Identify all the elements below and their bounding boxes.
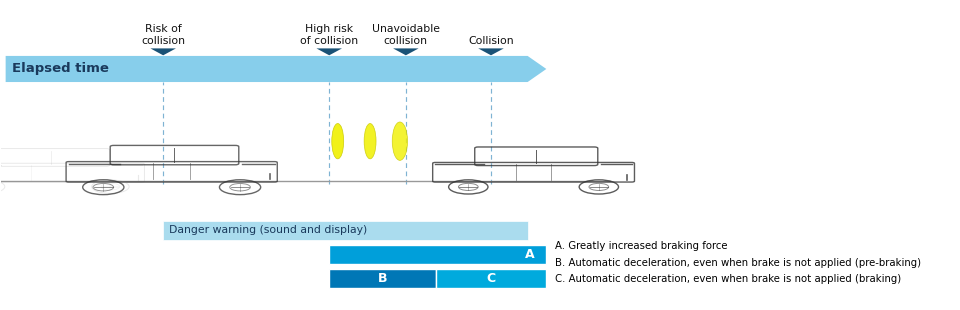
Bar [329, 269, 436, 288]
Polygon shape [6, 56, 546, 82]
Text: Unavoidable
collision: Unavoidable collision [372, 24, 440, 46]
Text: B: B [377, 272, 387, 285]
Text: C: C [487, 272, 495, 285]
Bar [436, 269, 546, 288]
Text: Danger warning (sound and display): Danger warning (sound and display) [169, 225, 368, 235]
Polygon shape [317, 48, 342, 55]
Text: A. Greatly increased braking force: A. Greatly increased braking force [555, 241, 728, 250]
Text: Risk of
collision: Risk of collision [141, 24, 185, 46]
Ellipse shape [393, 122, 408, 160]
Bar [163, 221, 528, 240]
Text: B. Automatic deceleration, even when brake is not applied (pre-braking): B. Automatic deceleration, even when bra… [555, 258, 921, 268]
Text: Elapsed time: Elapsed time [12, 63, 109, 75]
Bar [329, 245, 546, 264]
Ellipse shape [364, 123, 376, 159]
Text: A: A [524, 248, 534, 261]
Text: Collision: Collision [468, 36, 514, 46]
Ellipse shape [332, 123, 344, 159]
Text: C. Automatic deceleration, even when brake is not applied (braking): C. Automatic deceleration, even when bra… [555, 273, 901, 284]
Polygon shape [151, 48, 176, 55]
Polygon shape [393, 48, 419, 55]
Polygon shape [478, 48, 504, 55]
Text: High risk
of collision: High risk of collision [300, 24, 358, 46]
